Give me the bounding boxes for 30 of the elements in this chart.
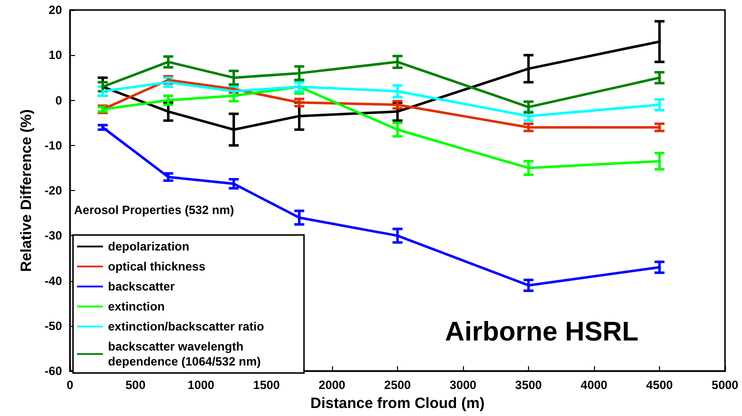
y-tick-label: -10 <box>44 138 62 152</box>
x-tick-label: 2000 <box>318 378 346 392</box>
x-tick-label: 4000 <box>580 378 608 392</box>
x-tick-label: 500 <box>125 378 146 392</box>
y-tick-label: -60 <box>44 364 62 378</box>
y-tick-label: -30 <box>44 228 62 243</box>
legend-label: backscatter wavelength dependence (1064/532 nm) <box>108 340 261 368</box>
legend-label: depolarization <box>108 240 190 254</box>
y-tick-label: -20 <box>44 184 62 198</box>
y-tick-label: 10 <box>48 48 62 62</box>
x-tick-label: 3000 <box>450 378 477 392</box>
legend-title: Aerosol Properties (532 nm) <box>74 203 234 217</box>
x-tick-label: 2500 <box>384 378 412 392</box>
legend-label: extinction <box>108 300 165 314</box>
x-tick-label: 1000 <box>188 378 215 392</box>
legend-label: optical thickness <box>108 260 206 274</box>
annotation: Airborne HSRL <box>445 316 639 346</box>
x-tick-label: 3500 <box>515 378 542 392</box>
y-tick-label: -50 <box>44 318 62 333</box>
x-tick-label: 4500 <box>646 378 674 392</box>
y-tick-label: 20 <box>48 3 62 17</box>
x-tick-label: 5000 <box>712 378 739 392</box>
x-tick-label: 1500 <box>253 378 280 392</box>
legend-label: extinction/backscatter ratio <box>108 320 264 334</box>
legend-label: backscatter <box>108 280 176 294</box>
y-tick-label: -40 <box>44 274 62 288</box>
x-tick-label: 0 <box>66 378 74 392</box>
y-axis-title: Relative Difference (%) <box>18 109 35 272</box>
x-axis-title: Distance from Cloud (m) <box>310 395 485 412</box>
y-tick-label: 0 <box>55 93 62 108</box>
